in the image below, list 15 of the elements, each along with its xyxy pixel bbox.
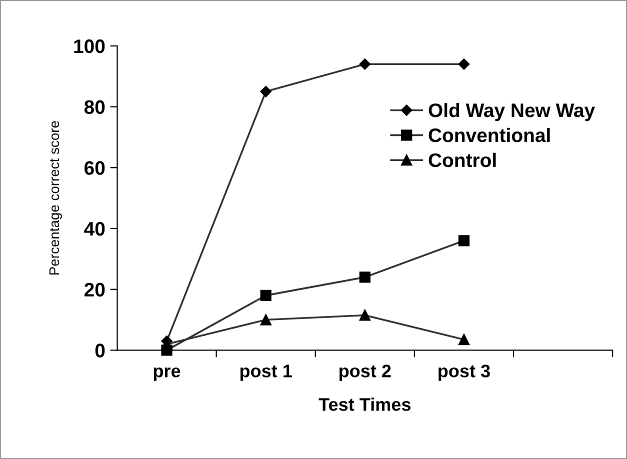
y-tick-label: 20 (84, 282, 105, 297)
x-tick-label: post 1 (240, 364, 292, 381)
x-axis-title: Test Times (318, 398, 411, 411)
y-tick-label: 60 (84, 161, 105, 175)
y-axis-title: Percentage correct score (49, 121, 62, 274)
x-tick-label: pre (154, 367, 180, 381)
y-tick-label: 40 (84, 222, 105, 236)
x-tick-label: post 2 (340, 364, 391, 381)
y-tick-label: 0 (95, 344, 105, 358)
legend-label: Control (428, 152, 496, 168)
legend-label: Old Way New Way (428, 102, 595, 122)
y-tick-label: 80 (84, 100, 105, 114)
y-tick-label: 100 (74, 39, 105, 54)
legend-label: Conventional (428, 128, 550, 142)
x-tick-label: post 3 (438, 364, 490, 381)
